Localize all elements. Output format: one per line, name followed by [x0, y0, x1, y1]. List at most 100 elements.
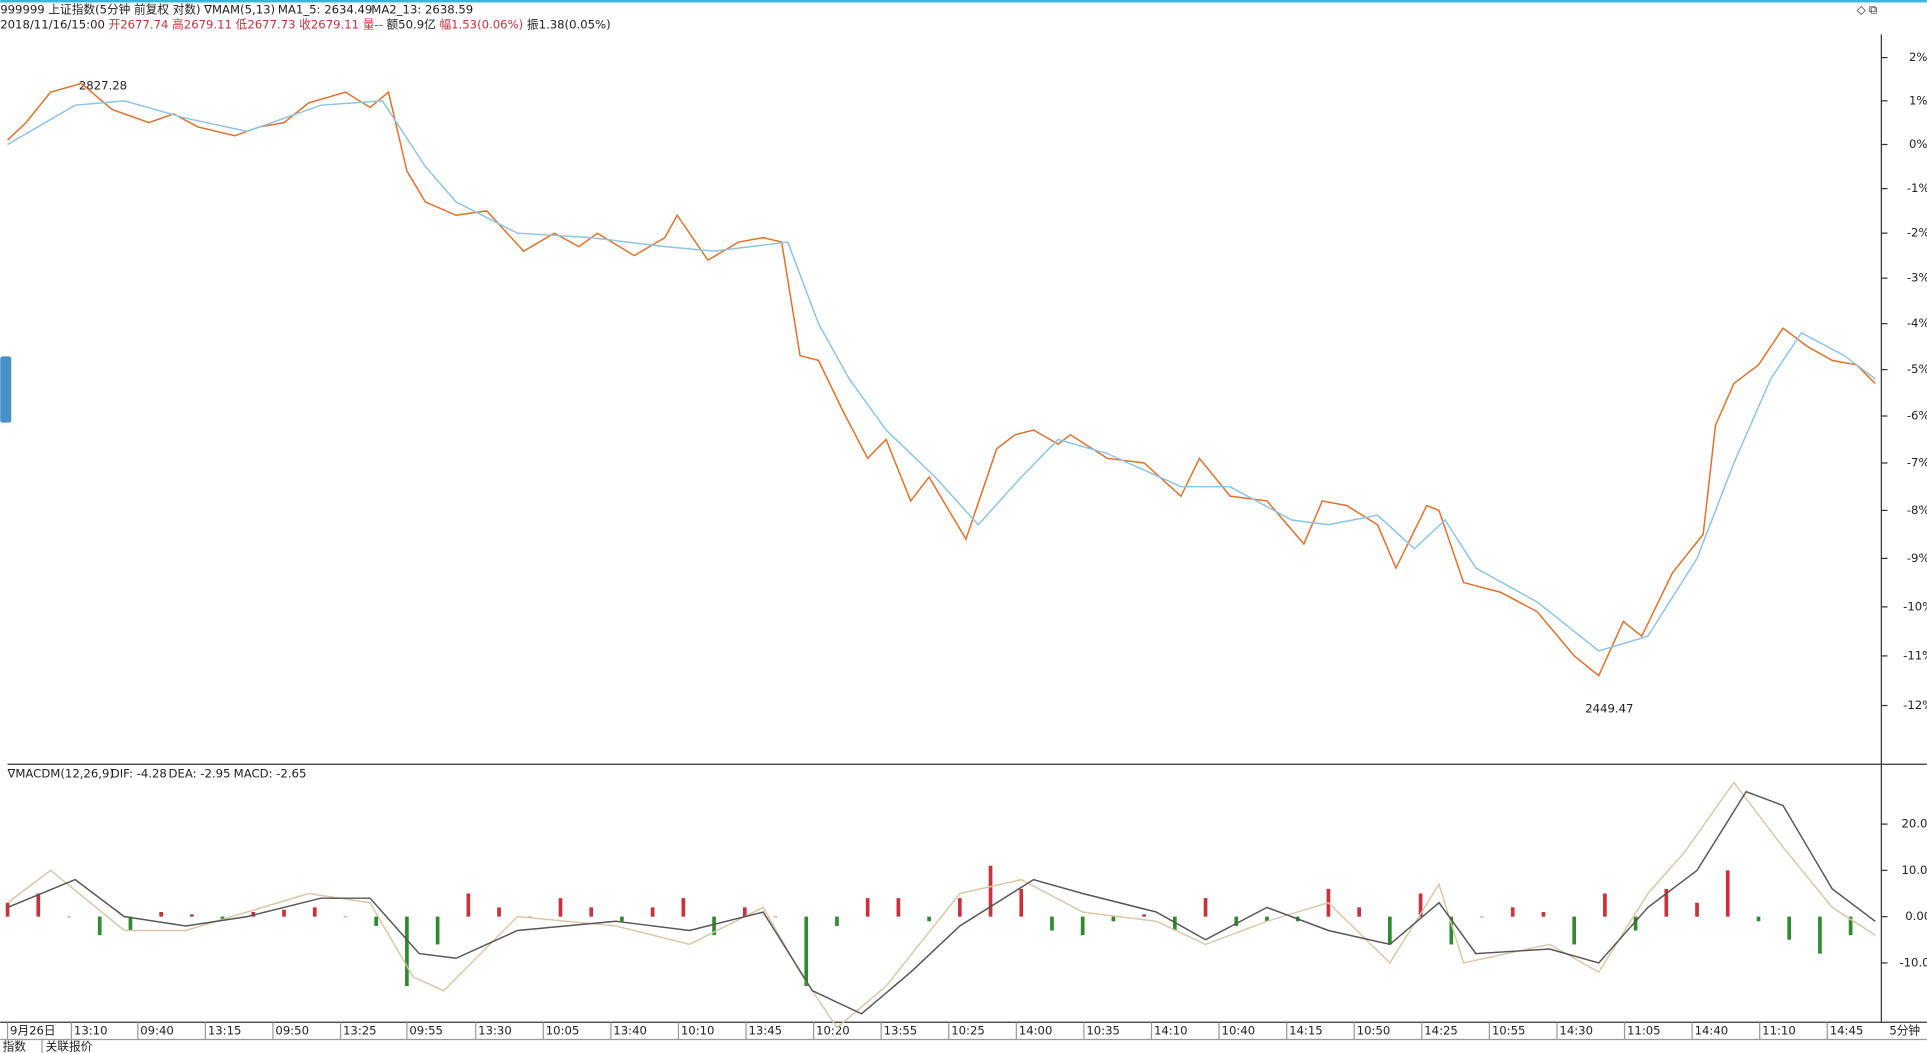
indicator: ∇MAM(5,13): [203, 2, 275, 16]
y-tick-label: -5%: [1907, 362, 1927, 376]
amount: 额50.9亿: [387, 17, 436, 31]
tab[interactable]: 关联报价: [46, 1039, 93, 1053]
side-tab[interactable]: [0, 356, 12, 423]
macd-bar: [1265, 916, 1269, 922]
series-line: [7, 781, 1876, 1029]
open: 开2677.74: [109, 17, 169, 31]
macd-bar: [927, 916, 931, 922]
x-tick-label: 09:50: [275, 1023, 309, 1037]
macd-bar: [1756, 916, 1761, 922]
macd-bar: [497, 907, 501, 917]
y-tick-label: 20.00: [1902, 817, 1927, 831]
y-tick-label: 10.00: [1902, 863, 1927, 877]
y-tick-label: -1%: [1907, 181, 1927, 195]
y-tick-label: -11%: [1903, 648, 1927, 662]
series-line: [7, 82, 1876, 677]
macd-bar: [1050, 916, 1054, 931]
y-tick-label: 1%: [1909, 93, 1927, 107]
x-tick-label: 09:40: [140, 1023, 174, 1037]
period[interactable]: 5分钟: [1889, 1023, 1920, 1037]
x-tick-label: 13:55: [884, 1023, 918, 1037]
icon[interactable]: ⧉: [1869, 2, 1878, 16]
x-tick-label: 14:10: [1154, 1023, 1188, 1037]
x-tick-label: 10:25: [951, 1023, 985, 1037]
macd-bar: [1480, 916, 1484, 918]
macd-title: ∇MACDM(12,26,9): [7, 767, 114, 781]
tab[interactable]: 指数: [3, 1039, 27, 1053]
x-tick-label: 14:25: [1424, 1023, 1458, 1037]
y-tick-label: -4%: [1907, 316, 1927, 330]
macd-bar: [1388, 916, 1392, 945]
legend-entry: MA2_13: 2638.59: [371, 2, 473, 16]
y-tick-label: -10.00: [1899, 955, 1927, 969]
macd-bar: [1203, 898, 1208, 917]
macd-bar: [343, 916, 348, 918]
macd-bar: [1357, 907, 1361, 917]
x-tick-label: 10:55: [1492, 1023, 1526, 1037]
macd-bar: [159, 912, 163, 917]
y-tick-label: -2%: [1907, 226, 1927, 240]
macd-bar: [128, 916, 133, 931]
macd-bar: [558, 898, 563, 917]
amplitude: 振1.38(0.05%): [527, 17, 611, 31]
macd-bar: [865, 898, 870, 917]
close: 收2679.11: [299, 17, 359, 31]
x-tick-label: 10:40: [1222, 1023, 1256, 1037]
macd-bar: [773, 916, 778, 918]
macd-bar: [466, 893, 471, 917]
y-tick-label: -10%: [1903, 599, 1927, 613]
legend-entry: DIF: -4.28: [111, 767, 167, 781]
macd-bar: [1818, 916, 1822, 954]
change: 幅1.53(0.06%): [439, 17, 523, 31]
icon[interactable]: ◇: [1857, 2, 1866, 16]
macd-bar: [988, 865, 993, 917]
x-tick-label: 11:05: [1627, 1023, 1661, 1037]
macd-bar: [67, 916, 71, 918]
macd-bar: [1080, 916, 1085, 936]
x-tick-label: 14:15: [1289, 1023, 1323, 1037]
x-tick-label: 10:35: [1086, 1023, 1120, 1037]
macd-bar: [957, 898, 962, 917]
x-tick-label: 13:10: [74, 1023, 108, 1037]
y-tick-label: -6%: [1907, 409, 1927, 423]
macd-bar: [896, 898, 901, 917]
y-tick-label: 2%: [1909, 50, 1927, 64]
quote-line: 2018/11/16/15:00 开2677.74 高2679.11 低2677.73…: [0, 17, 610, 31]
low: 低2677.73: [236, 17, 296, 31]
x-tick-label: 10:05: [546, 1023, 580, 1037]
annotation-high: 2827.28: [79, 79, 127, 93]
y-tick-label: 0.00: [1905, 909, 1927, 923]
x-tick-label: 9月26日: [10, 1023, 56, 1037]
y-tick-label: -3%: [1907, 271, 1927, 285]
x-tick-label: 10:10: [681, 1023, 715, 1037]
x-tick-label: 14:40: [1695, 1023, 1729, 1037]
x-tick-label: 14:00: [1019, 1023, 1053, 1037]
x-tick-label: 13:30: [478, 1023, 512, 1037]
macd-bar: [712, 916, 716, 936]
x-tick-label: 13:15: [208, 1023, 242, 1037]
macd-bar: [374, 916, 379, 926]
macd-bar: [1695, 902, 1699, 917]
macd-bar: [1234, 916, 1239, 926]
x-tick-label: 13:40: [613, 1023, 647, 1037]
legend-entry: DEA: -2.95: [169, 767, 231, 781]
x-tick-label: 14:30: [1559, 1023, 1593, 1037]
x-tick-label: 11:10: [1762, 1023, 1796, 1037]
macd-bar: [1418, 893, 1423, 917]
x-tick-label: 09:55: [409, 1023, 443, 1037]
macd-bar: [1172, 916, 1177, 931]
x-tick-label: 10:50: [1357, 1023, 1391, 1037]
macd-bar: [1019, 888, 1024, 917]
top-bar: [0, 0, 1927, 3]
volume: 量--: [363, 17, 383, 31]
macd-bar: [97, 916, 102, 936]
macd-bar: [1142, 914, 1146, 917]
macd-bar: [527, 916, 532, 918]
macd-bar: [1510, 907, 1515, 917]
macd-bar: [282, 909, 286, 917]
high: 高2679.11: [172, 17, 232, 31]
macd-bar: [835, 916, 839, 926]
macd-bar: [742, 907, 747, 917]
